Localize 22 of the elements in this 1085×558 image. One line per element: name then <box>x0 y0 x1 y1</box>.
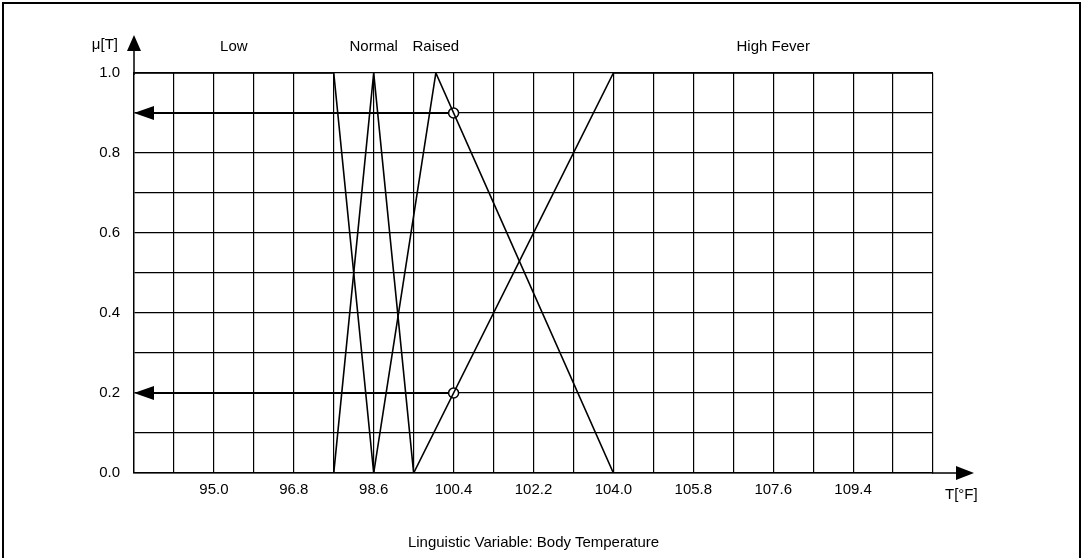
y-tick-label: 0.8 <box>99 143 120 161</box>
x-tick-label: 107.6 <box>754 480 792 498</box>
x-tick-label: 95.0 <box>199 480 229 498</box>
y-tick-label: 0.4 <box>99 303 120 321</box>
x-tick-label: 104.0 <box>594 480 633 498</box>
x-tick-label: 105.8 <box>674 480 713 498</box>
y-tick-label: 0.0 <box>99 463 120 481</box>
series-label: Low <box>220 37 248 54</box>
y-tick-label: 0.6 <box>99 223 120 241</box>
y-tick-label: 0.2 <box>99 383 120 401</box>
series-label: Normal <box>349 37 398 54</box>
x-axis-title: T[°F] <box>945 485 978 502</box>
y-tick-label: 1.0 <box>99 63 120 81</box>
text: Linguistic Variable: Body Temperature <box>407 533 660 550</box>
series-label: Raised <box>412 37 460 54</box>
x-tick-label: 102.2 <box>514 480 553 498</box>
x-tick-label: 98.6 <box>359 480 389 498</box>
series-label: High Fever <box>736 37 810 54</box>
x-tick-label: 96.8 <box>279 480 309 498</box>
y-axis-title: μ[T] <box>91 35 118 52</box>
x-tick-label: 100.4 <box>434 480 473 498</box>
x-tick-label: 109.4 <box>834 480 872 498</box>
